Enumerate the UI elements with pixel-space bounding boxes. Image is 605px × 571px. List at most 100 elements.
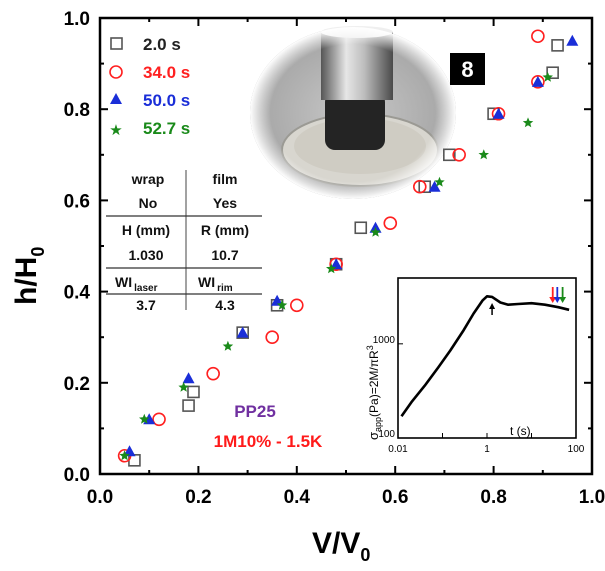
table-header: wrap (131, 171, 165, 187)
data-point-3 (428, 180, 441, 192)
y-axis-title-main: h/H (10, 257, 43, 305)
data-point-3 (492, 107, 505, 119)
y-tick-label: 0.0 (64, 465, 90, 486)
y-tick-labels: 0.0 0.2 0.4 0.6 0.8 1.0 (64, 9, 91, 486)
inset-chart: 0.01 1 100 100 1000 t (s) σapp(Pa)=2M/πR… (365, 277, 585, 455)
x-tick-label: 0.2 (185, 487, 211, 508)
data-point-1 (354, 221, 368, 235)
inset-x-tick-label: 1 (484, 444, 490, 455)
table-header: film (213, 171, 238, 187)
data-point-2 (152, 412, 166, 427)
data-point-1 (551, 39, 564, 52)
legend: 2.0 s 34.0 s 50.0 s ★ 52.7 s (109, 35, 190, 139)
y-axis-title-subscript: 0 (28, 247, 48, 257)
data-point-2 (289, 298, 304, 313)
legend-label: 50.0 s (143, 91, 190, 110)
legend-marker-52s: ★ (109, 121, 122, 139)
table-cell: 4.3 (215, 297, 235, 313)
data-point-4 (434, 176, 445, 187)
data-points (117, 29, 579, 467)
data-point-3 (330, 258, 343, 270)
inset-arrow-head (553, 297, 561, 303)
x-axis-title-subscript: 0 (360, 545, 370, 565)
inset-x-tick-label: 0.01 (388, 444, 408, 455)
x-tick-labels: 0.0 0.2 0.4 0.6 0.8 1.0 (87, 487, 605, 508)
data-point-3 (566, 34, 579, 46)
inset-arrow-head (489, 303, 496, 309)
data-point-1 (182, 399, 195, 412)
data-point-2 (452, 148, 466, 162)
inset-stress-curve (400, 294, 570, 418)
condition-label: 1M10% - 1.5K (214, 432, 323, 451)
data-point-4 (542, 71, 553, 82)
data-point-1 (418, 180, 432, 194)
legend-marker-34s (109, 65, 123, 79)
data-point-4 (370, 226, 381, 237)
data-point-4 (139, 413, 150, 424)
y-tick-label: 0.6 (64, 191, 90, 212)
panel-label-box (450, 53, 485, 85)
y-axis-title: h/H0 (10, 247, 48, 305)
x-tick-label: 0.8 (480, 487, 506, 508)
y-tick-label: 0.4 (64, 283, 91, 304)
inset-x-tick-label: 100 (568, 444, 585, 455)
x-axis-title-main: V/V (312, 527, 360, 560)
inset-y-tick-label: 100 (378, 429, 395, 440)
data-point-1 (187, 385, 200, 399)
data-point-3 (236, 326, 249, 338)
y-tick-label: 0.2 (64, 374, 90, 395)
inset-arrow-head (549, 297, 557, 303)
data-point-2 (531, 29, 545, 44)
table-cell: 10.7 (211, 247, 238, 263)
inset-y-title-symbol: σ (366, 432, 381, 440)
inset-ticks (397, 343, 577, 439)
table-cell: WI rim (198, 274, 233, 294)
axis-ticks (99, 17, 593, 475)
inset-y-title-rest: (Pa)=2M/πR (367, 350, 381, 417)
table-cell-wi-rim: WI (198, 274, 215, 290)
data-point-4 (478, 149, 489, 160)
inset-y-title-superscript: 3 (365, 345, 375, 350)
data-point-3 (531, 75, 544, 87)
table-cell: WI laser (115, 274, 158, 294)
data-point-3 (182, 372, 195, 384)
legend-marker-2s (110, 37, 123, 50)
table-cell-wi-laser: WI (115, 274, 132, 290)
data-point-3 (271, 294, 284, 306)
inset-y-axis-title: σapp(Pa)=2M/πR3 (365, 345, 383, 440)
data-point-1 (443, 148, 456, 162)
legend-label: 34.0 s (143, 63, 190, 82)
inset-x-axis-title: t (s) (510, 424, 531, 438)
table-subscript: laser (134, 283, 157, 294)
data-point-2 (412, 179, 427, 194)
inset-time-arrows (489, 287, 567, 315)
legend-label: 52.7 s (143, 119, 190, 138)
y-tick-label: 1.0 (64, 9, 90, 30)
inset-y-title-subscript: app (373, 417, 383, 432)
data-point-2 (383, 216, 398, 230)
data-point-1 (546, 66, 559, 80)
info-table: wrap film No Yes H (mm) R (mm) 1.030 10.… (106, 170, 262, 313)
inset-y-tick-label: 1000 (373, 335, 396, 346)
x-tick-label: 0.6 (382, 487, 408, 508)
data-point-4 (119, 450, 130, 461)
inset-arrow-head (559, 297, 567, 303)
table-cell: 1.030 (128, 247, 163, 263)
sample-label: PP25 (234, 402, 276, 421)
table-cell: R (mm) (201, 222, 249, 238)
data-point-4 (522, 117, 534, 128)
table-subscript: rim (217, 283, 233, 294)
sample-photo (250, 26, 456, 199)
data-point-4 (178, 381, 189, 392)
legend-label: 2.0 s (143, 35, 181, 54)
x-tick-label: 1.0 (579, 487, 605, 508)
data-point-4 (222, 340, 234, 351)
table-cell: H (mm) (122, 222, 170, 238)
table-cell: No (139, 195, 158, 211)
data-point-4 (326, 263, 337, 274)
x-tick-label: 0.4 (284, 487, 311, 508)
x-tick-label: 0.0 (87, 487, 113, 508)
data-point-2 (206, 366, 220, 381)
data-point-4 (276, 299, 288, 310)
